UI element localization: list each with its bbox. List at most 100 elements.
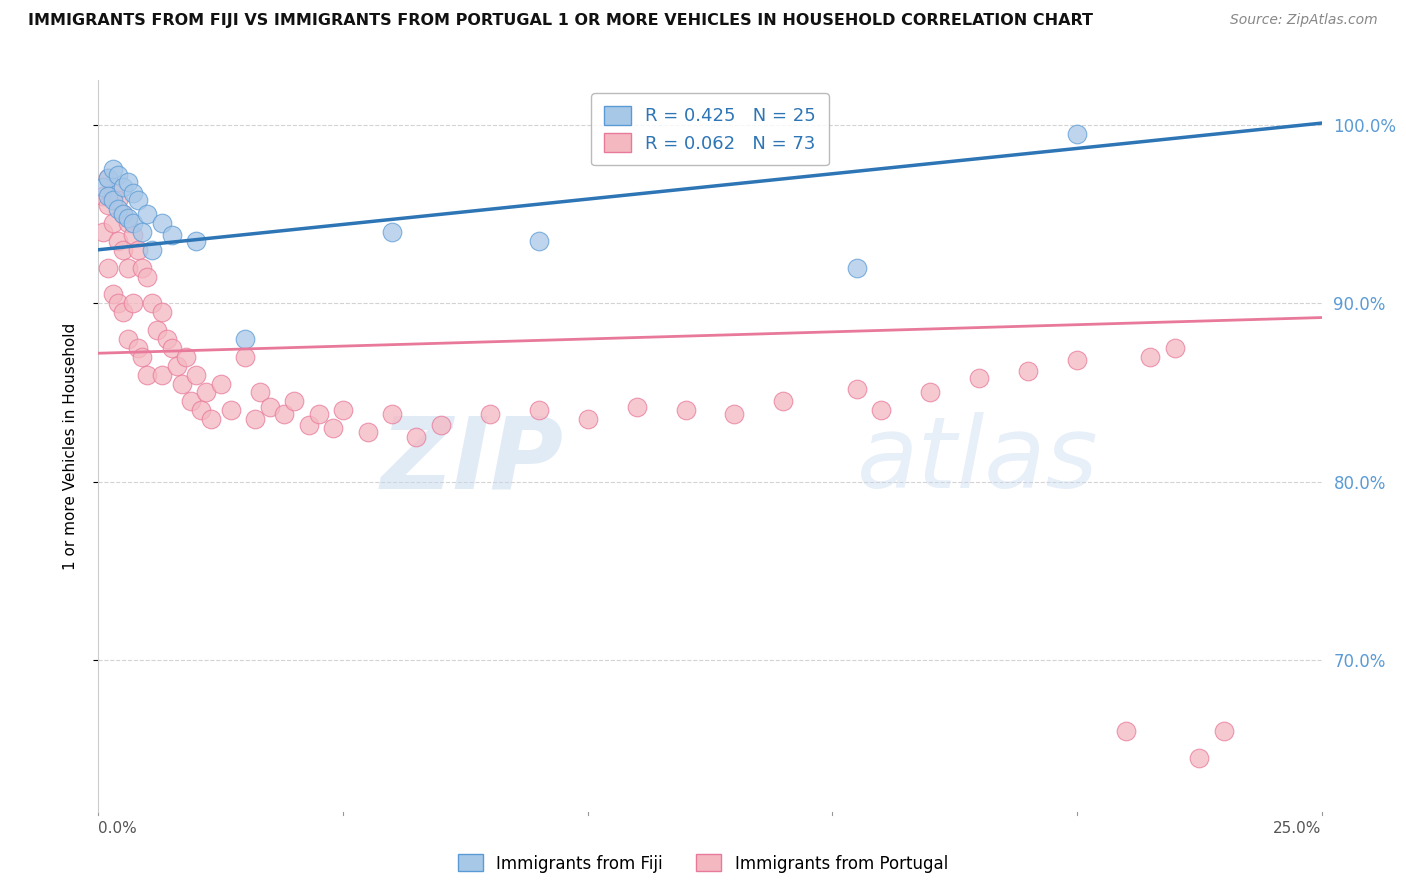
Point: [405, 430, 427, 444]
Point: [322, 421, 344, 435]
Point: [146, 323, 169, 337]
Point: [527, 234, 550, 248]
Point: [920, 385, 942, 400]
Point: [107, 168, 129, 182]
Point: [249, 385, 271, 400]
Point: [121, 228, 143, 243]
Point: [273, 407, 295, 421]
Point: [111, 207, 134, 221]
Point: [160, 341, 183, 355]
Point: [101, 186, 124, 200]
Point: [117, 175, 139, 189]
Text: IMMIGRANTS FROM FIJI VS IMMIGRANTS FROM PORTUGAL 1 OR MORE VEHICLES IN HOUSEHOLD: IMMIGRANTS FROM FIJI VS IMMIGRANTS FROM …: [28, 13, 1092, 29]
Point: [298, 417, 321, 432]
Text: 25.0%: 25.0%: [1274, 821, 1322, 836]
Point: [127, 193, 149, 207]
Point: [308, 407, 330, 421]
Point: [381, 225, 404, 239]
Point: [91, 225, 114, 239]
Point: [219, 403, 242, 417]
Point: [107, 193, 129, 207]
Point: [150, 368, 173, 382]
Point: [127, 243, 149, 257]
Point: [430, 417, 453, 432]
Point: [136, 269, 159, 284]
Point: [121, 216, 143, 230]
Point: [107, 296, 129, 310]
Point: [845, 260, 868, 275]
Point: [107, 234, 129, 248]
Point: [166, 359, 188, 373]
Point: [117, 260, 139, 275]
Point: [723, 407, 745, 421]
Point: [195, 385, 218, 400]
Legend: R = 0.425   N = 25, R = 0.062   N = 73: R = 0.425 N = 25, R = 0.062 N = 73: [592, 93, 828, 165]
Point: [91, 189, 114, 203]
Point: [121, 186, 143, 200]
Point: [97, 189, 120, 203]
Point: [190, 403, 212, 417]
Point: [478, 407, 501, 421]
Point: [136, 368, 159, 382]
Point: [1212, 724, 1234, 739]
Point: [845, 382, 868, 396]
Y-axis label: 1 or more Vehicles in Household: 1 or more Vehicles in Household: [63, 322, 77, 570]
Point: [1188, 751, 1211, 765]
Point: [1066, 353, 1088, 368]
Point: [117, 211, 139, 225]
Point: [176, 350, 198, 364]
Point: [111, 180, 134, 194]
Point: [101, 193, 124, 207]
Point: [141, 296, 163, 310]
Point: [283, 394, 305, 409]
Point: [626, 400, 648, 414]
Point: [1139, 350, 1161, 364]
Legend: Immigrants from Fiji, Immigrants from Portugal: Immigrants from Fiji, Immigrants from Po…: [451, 847, 955, 880]
Text: atlas: atlas: [856, 412, 1098, 509]
Point: [117, 216, 139, 230]
Point: [243, 412, 266, 426]
Point: [576, 412, 599, 426]
Point: [127, 341, 149, 355]
Point: [156, 332, 179, 346]
Point: [111, 305, 134, 319]
Point: [131, 260, 153, 275]
Point: [967, 371, 990, 385]
Point: [111, 243, 134, 257]
Point: [356, 425, 378, 439]
Text: ZIP: ZIP: [380, 412, 564, 509]
Point: [97, 260, 120, 275]
Point: [180, 394, 202, 409]
Point: [1066, 127, 1088, 141]
Point: [527, 403, 550, 417]
Point: [209, 376, 232, 391]
Point: [111, 207, 134, 221]
Point: [141, 243, 163, 257]
Point: [1115, 724, 1137, 739]
Point: [101, 287, 124, 301]
Point: [381, 407, 404, 421]
Point: [107, 202, 129, 216]
Point: [117, 332, 139, 346]
Point: [772, 394, 794, 409]
Point: [1164, 341, 1187, 355]
Point: [150, 305, 173, 319]
Point: [233, 350, 256, 364]
Point: [101, 162, 124, 177]
Point: [1017, 364, 1039, 378]
Point: [186, 234, 208, 248]
Point: [101, 216, 124, 230]
Point: [91, 180, 114, 194]
Point: [160, 228, 183, 243]
Point: [200, 412, 222, 426]
Point: [186, 368, 208, 382]
Point: [332, 403, 354, 417]
Point: [131, 225, 153, 239]
Text: Source: ZipAtlas.com: Source: ZipAtlas.com: [1230, 13, 1378, 28]
Point: [121, 296, 143, 310]
Point: [233, 332, 256, 346]
Point: [97, 171, 120, 186]
Point: [150, 216, 173, 230]
Point: [170, 376, 193, 391]
Point: [131, 350, 153, 364]
